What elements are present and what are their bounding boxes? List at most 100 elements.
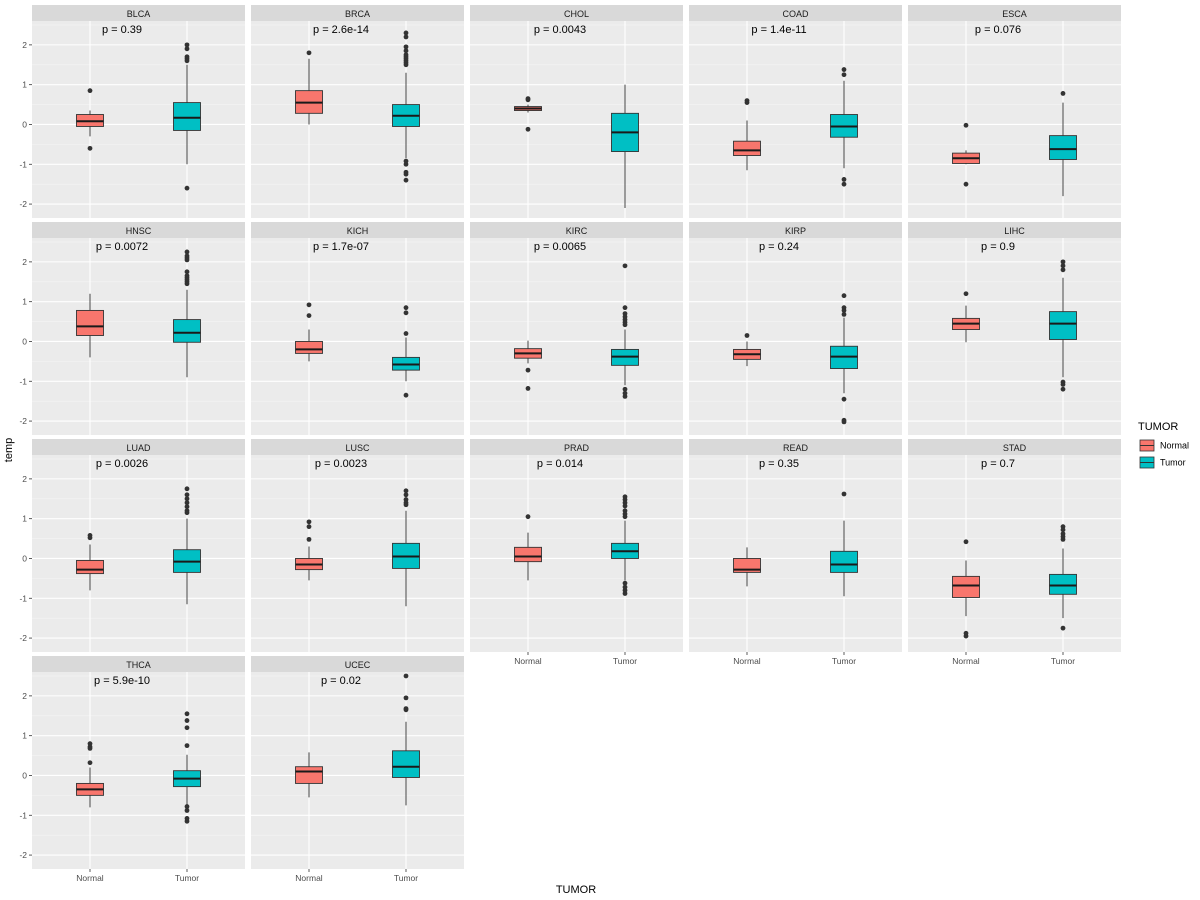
- outlier-point: [963, 181, 969, 187]
- box-body: [1049, 573, 1077, 595]
- box-luad-normal: [76, 532, 104, 591]
- y-tick-label: -1: [19, 376, 27, 386]
- panel-kirc: KIRC p = 0.0065: [470, 222, 683, 435]
- box-coad-tumor: [830, 67, 858, 187]
- outlier-point: [622, 580, 628, 586]
- plot-bg-kirc: [470, 238, 683, 435]
- outlier-point: [403, 44, 409, 50]
- strip-label-read: READ: [783, 443, 809, 453]
- x-tick-label-tumor: Tumor: [613, 656, 637, 666]
- outlier-point: [963, 122, 969, 128]
- plot-bg-lusc: [251, 455, 464, 652]
- panel-thca: THCA -2 -1 0 1 2 Normal Tumor p = 5.9e-10: [19, 656, 245, 883]
- outlier-point: [184, 496, 190, 502]
- outlier-point: [403, 30, 409, 36]
- strip-blca: [32, 5, 245, 21]
- box-kirp-tumor: [830, 293, 858, 425]
- outlier-point: [622, 514, 628, 520]
- outlier-point: [184, 510, 190, 516]
- panel-brca: BRCA p = 2.6e-14: [251, 5, 464, 218]
- panel-blca: BLCA -2 -1 0 1 2 p = 0.39: [19, 5, 245, 218]
- outlier-point: [403, 177, 409, 183]
- y-tick-label: -1: [19, 593, 27, 603]
- x-tick-label-normal: Normal: [76, 873, 104, 883]
- outlier-point: [963, 539, 969, 545]
- box-thca-normal: [76, 741, 104, 808]
- box-hnsc-normal: [76, 293, 104, 358]
- box-body: [392, 750, 420, 778]
- outlier-point: [622, 393, 628, 399]
- strip-kirp: [689, 222, 902, 238]
- box-luad-tumor: [173, 486, 201, 605]
- panels: BLCA -2 -1 0 1 2 p = 0.39 BRCA p = 2.6e-14 CHOL p …: [19, 5, 1121, 883]
- outlier-point: [184, 818, 190, 824]
- p-value-blca: p = 0.39: [102, 24, 142, 36]
- outlier-point: [87, 746, 93, 751]
- y-tick-label: -2: [19, 199, 27, 209]
- box-body: [295, 766, 323, 784]
- strip-label-lihc: LIHC: [1004, 226, 1025, 236]
- strip-lihc: [908, 222, 1121, 238]
- p-value-lihc: p = 0.9: [981, 241, 1015, 253]
- outlier-point: [403, 34, 409, 40]
- x-tick-label-tumor: Tumor: [832, 656, 856, 666]
- strip-label-coad: COAD: [782, 9, 809, 19]
- outlier-point: [403, 673, 409, 679]
- outlier-point: [306, 519, 312, 525]
- outlier-point: [403, 171, 409, 177]
- box-prad-tumor: [611, 494, 639, 596]
- box-blca-tumor: [173, 42, 201, 191]
- strip-read: [689, 439, 902, 455]
- plot-bg-brca: [251, 21, 464, 218]
- box-body: [173, 102, 201, 131]
- outlier-point: [403, 161, 409, 167]
- box-body: [76, 560, 104, 575]
- outlier-point: [306, 50, 312, 56]
- panel-chol: CHOL p = 0.0043: [470, 5, 683, 218]
- outlier-point: [622, 322, 628, 328]
- p-value-esca: p = 0.076: [975, 24, 1021, 36]
- strip-label-esca: ESCA: [1002, 9, 1027, 19]
- y-tick-label: -2: [19, 850, 27, 860]
- y-tick-label: 1: [22, 514, 27, 524]
- outlier-point: [403, 502, 409, 508]
- strip-brca: [251, 5, 464, 21]
- box-kirc-tumor: [611, 263, 639, 399]
- x-tick-label-normal: Normal: [952, 656, 980, 666]
- outlier-point: [744, 333, 750, 338]
- strip-chol: [470, 5, 683, 21]
- outlier-point: [306, 313, 312, 319]
- panel-coad: COAD p = 1.4e-11: [689, 5, 902, 218]
- outlier-point: [841, 293, 847, 299]
- box-chol-tumor: [611, 84, 639, 209]
- plot-bg-thca: [32, 672, 245, 869]
- plot-bg-prad: [470, 455, 683, 652]
- outlier-point: [1060, 382, 1066, 387]
- box-brca-tumor: [392, 30, 420, 183]
- legend: TUMOR Normal Tumor: [1138, 421, 1189, 469]
- outlier-point: [525, 514, 531, 520]
- outlier-point: [963, 291, 969, 297]
- plot-bg-blca: [32, 21, 245, 218]
- outlier-point: [306, 536, 312, 542]
- y-tick-label: 2: [22, 257, 27, 267]
- box-body: [1049, 135, 1077, 160]
- panel-lihc: LIHC p = 0.9: [908, 222, 1121, 435]
- y-tick-label: -2: [19, 633, 27, 643]
- strip-esca: [908, 5, 1121, 21]
- plot-bg-kich: [251, 238, 464, 435]
- box-body: [733, 140, 761, 156]
- plot-bg-esca: [908, 21, 1121, 218]
- legend-title: TUMOR: [1138, 421, 1178, 433]
- outlier-point: [622, 503, 628, 509]
- outlier-point: [184, 711, 190, 717]
- outlier-point: [184, 58, 190, 64]
- outlier-point: [403, 492, 409, 498]
- p-value-thca: p = 5.9e-10: [94, 675, 150, 687]
- box-body: [830, 550, 858, 573]
- outlier-point: [403, 707, 409, 713]
- outlier-point: [622, 305, 628, 311]
- outlier-point: [1060, 263, 1066, 269]
- outlier-point: [403, 695, 409, 701]
- box-body: [295, 341, 323, 354]
